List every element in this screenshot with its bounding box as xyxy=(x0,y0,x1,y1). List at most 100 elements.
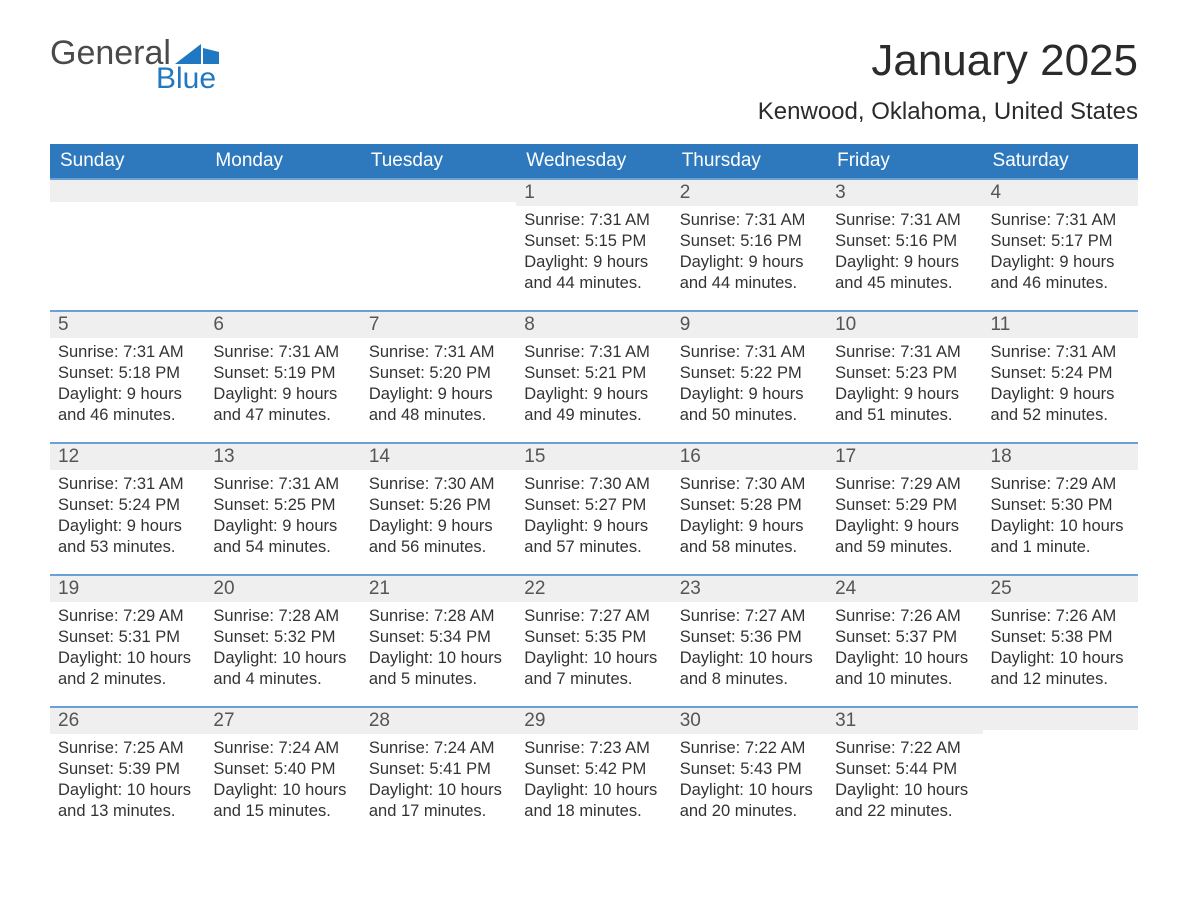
day-details: Sunrise: 7:31 AMSunset: 5:16 PMDaylight:… xyxy=(827,206,982,300)
sunrise-value: 7:27 AM xyxy=(745,607,806,625)
sunrise-value: 7:24 AM xyxy=(434,739,495,757)
daylight-label: Daylight: xyxy=(58,385,122,403)
daylight-label: Daylight: xyxy=(58,781,122,799)
calendar-day-cell: 13Sunrise: 7:31 AMSunset: 5:25 PMDayligh… xyxy=(205,442,360,574)
sunrise-value: 7:28 AM xyxy=(434,607,495,625)
daylight-label: Daylight: xyxy=(835,253,899,271)
sunset-value: 5:39 PM xyxy=(119,760,180,778)
sunrise-value: 7:22 AM xyxy=(900,739,961,757)
day-details: Sunrise: 7:31 AMSunset: 5:20 PMDaylight:… xyxy=(361,338,516,432)
daylight-label: Daylight: xyxy=(524,253,588,271)
day-details: Sunrise: 7:22 AMSunset: 5:44 PMDaylight:… xyxy=(827,734,982,828)
sunrise-value: 7:31 AM xyxy=(745,343,806,361)
sunset-label: Sunset: xyxy=(369,496,425,514)
sunset-value: 5:40 PM xyxy=(274,760,335,778)
calendar-day-cell: 1Sunrise: 7:31 AMSunset: 5:15 PMDaylight… xyxy=(516,178,671,310)
day-number-blank xyxy=(50,178,205,202)
daylight-label: Daylight: xyxy=(991,385,1055,403)
day-number: 15 xyxy=(516,442,671,470)
sunset-label: Sunset: xyxy=(58,364,114,382)
sunrise-label: Sunrise: xyxy=(835,343,896,361)
sunrise-label: Sunrise: xyxy=(369,343,430,361)
day-number: 1 xyxy=(516,178,671,206)
day-details: Sunrise: 7:31 AMSunset: 5:25 PMDaylight:… xyxy=(205,470,360,564)
sunrise-value: 7:31 AM xyxy=(745,211,806,229)
sunset-label: Sunset: xyxy=(369,760,425,778)
day-number: 30 xyxy=(672,706,827,734)
sunrise-label: Sunrise: xyxy=(991,343,1052,361)
sunset-label: Sunset: xyxy=(524,364,580,382)
calendar-day-cell: 29Sunrise: 7:23 AMSunset: 5:42 PMDayligh… xyxy=(516,706,671,838)
calendar-day-cell: 11Sunrise: 7:31 AMSunset: 5:24 PMDayligh… xyxy=(983,310,1138,442)
calendar-blank-cell xyxy=(361,178,516,310)
day-details: Sunrise: 7:31 AMSunset: 5:22 PMDaylight:… xyxy=(672,338,827,432)
daylight-label: Daylight: xyxy=(835,649,899,667)
sunset-label: Sunset: xyxy=(991,496,1047,514)
sunrise-label: Sunrise: xyxy=(524,607,585,625)
sunrise-label: Sunrise: xyxy=(991,607,1052,625)
calendar-day-cell: 31Sunrise: 7:22 AMSunset: 5:44 PMDayligh… xyxy=(827,706,982,838)
sunrise-label: Sunrise: xyxy=(680,607,741,625)
day-details: Sunrise: 7:25 AMSunset: 5:39 PMDaylight:… xyxy=(50,734,205,828)
day-number: 4 xyxy=(983,178,1138,206)
sunrise-label: Sunrise: xyxy=(835,607,896,625)
weekday-header: Saturday xyxy=(983,144,1138,178)
sunset-value: 5:44 PM xyxy=(896,760,957,778)
daylight-label: Daylight: xyxy=(524,781,588,799)
day-details: Sunrise: 7:29 AMSunset: 5:30 PMDaylight:… xyxy=(983,470,1138,564)
calendar-day-cell: 9Sunrise: 7:31 AMSunset: 5:22 PMDaylight… xyxy=(672,310,827,442)
day-details: Sunrise: 7:31 AMSunset: 5:17 PMDaylight:… xyxy=(983,206,1138,300)
header-row: General Blue January 2025 Kenwood, Oklah… xyxy=(50,36,1138,126)
day-details: Sunrise: 7:31 AMSunset: 5:19 PMDaylight:… xyxy=(205,338,360,432)
daylight-label: Daylight: xyxy=(680,517,744,535)
sunset-label: Sunset: xyxy=(680,628,736,646)
calendar-day-cell: 2Sunrise: 7:31 AMSunset: 5:16 PMDaylight… xyxy=(672,178,827,310)
day-number: 22 xyxy=(516,574,671,602)
calendar-day-cell: 16Sunrise: 7:30 AMSunset: 5:28 PMDayligh… xyxy=(672,442,827,574)
sunset-value: 5:34 PM xyxy=(429,628,490,646)
sunset-label: Sunset: xyxy=(680,496,736,514)
sunrise-value: 7:29 AM xyxy=(900,475,961,493)
day-details: Sunrise: 7:30 AMSunset: 5:26 PMDaylight:… xyxy=(361,470,516,564)
day-details: Sunrise: 7:31 AMSunset: 5:21 PMDaylight:… xyxy=(516,338,671,432)
day-number: 24 xyxy=(827,574,982,602)
calendar-day-cell: 5Sunrise: 7:31 AMSunset: 5:18 PMDaylight… xyxy=(50,310,205,442)
sunset-label: Sunset: xyxy=(680,364,736,382)
sunset-value: 5:35 PM xyxy=(585,628,646,646)
brand-logo: General Blue xyxy=(50,36,219,94)
day-details: Sunrise: 7:28 AMSunset: 5:32 PMDaylight:… xyxy=(205,602,360,696)
day-details: Sunrise: 7:29 AMSunset: 5:29 PMDaylight:… xyxy=(827,470,982,564)
calendar-day-cell: 19Sunrise: 7:29 AMSunset: 5:31 PMDayligh… xyxy=(50,574,205,706)
sunrise-value: 7:26 AM xyxy=(1056,607,1117,625)
calendar-day-cell: 18Sunrise: 7:29 AMSunset: 5:30 PMDayligh… xyxy=(983,442,1138,574)
day-number: 7 xyxy=(361,310,516,338)
sunrise-value: 7:31 AM xyxy=(123,475,184,493)
sunrise-value: 7:29 AM xyxy=(123,607,184,625)
sunset-label: Sunset: xyxy=(835,760,891,778)
daylight-label: Daylight: xyxy=(524,385,588,403)
sunset-label: Sunset: xyxy=(680,232,736,250)
day-number: 13 xyxy=(205,442,360,470)
sunset-value: 5:37 PM xyxy=(896,628,957,646)
sunset-value: 5:23 PM xyxy=(896,364,957,382)
sunset-value: 5:19 PM xyxy=(274,364,335,382)
sunrise-value: 7:31 AM xyxy=(123,343,184,361)
calendar-day-cell: 3Sunrise: 7:31 AMSunset: 5:16 PMDaylight… xyxy=(827,178,982,310)
day-number-blank xyxy=(983,706,1138,730)
day-details: Sunrise: 7:23 AMSunset: 5:42 PMDaylight:… xyxy=(516,734,671,828)
calendar-week-row: 1Sunrise: 7:31 AMSunset: 5:15 PMDaylight… xyxy=(50,178,1138,310)
sunrise-value: 7:30 AM xyxy=(589,475,650,493)
daylight-label: Daylight: xyxy=(680,649,744,667)
sunset-label: Sunset: xyxy=(835,628,891,646)
calendar-day-cell: 27Sunrise: 7:24 AMSunset: 5:40 PMDayligh… xyxy=(205,706,360,838)
sunrise-value: 7:27 AM xyxy=(589,607,650,625)
sunset-value: 5:25 PM xyxy=(274,496,335,514)
sunset-label: Sunset: xyxy=(213,364,269,382)
calendar-week-row: 26Sunrise: 7:25 AMSunset: 5:39 PMDayligh… xyxy=(50,706,1138,838)
sunset-value: 5:41 PM xyxy=(429,760,490,778)
sunset-value: 5:30 PM xyxy=(1051,496,1112,514)
sunrise-label: Sunrise: xyxy=(369,475,430,493)
sunset-value: 5:21 PM xyxy=(585,364,646,382)
sunset-label: Sunset: xyxy=(58,628,114,646)
daylight-label: Daylight: xyxy=(524,649,588,667)
